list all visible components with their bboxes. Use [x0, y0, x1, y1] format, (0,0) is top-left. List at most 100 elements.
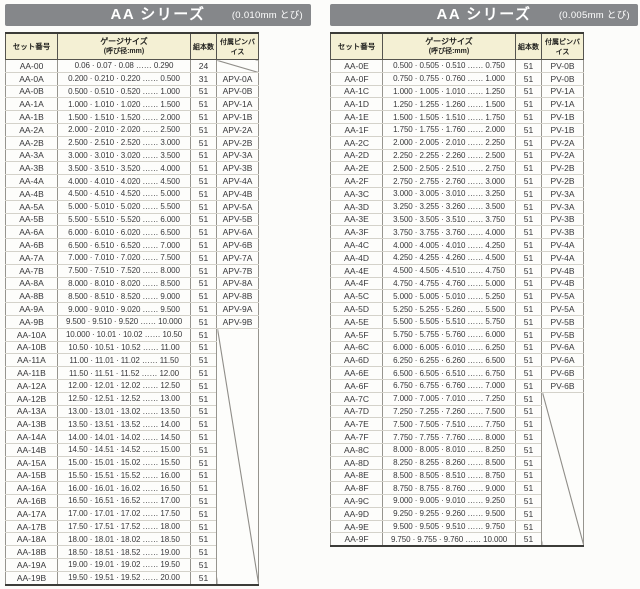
table-row: AA-7E 7.500 · 7.505 · 7.510 …… 7.750 51 — [330, 417, 584, 432]
series-title: AA シリーズ — [110, 6, 206, 23]
table-row: AA-6A 6.000 · 6.010 · 6.020 …… 6.500 51 APV… — [5, 225, 259, 240]
piece-count-cell: 51 — [515, 353, 542, 368]
gauge-size-cell: 16.50 · 16.51 · 16.52 …… 17.00 — [57, 494, 191, 508]
set-number-cell: AA-18A — [5, 532, 58, 547]
set-number-cell: AA-15A — [5, 456, 58, 470]
table-row: AA-6B 6.500 · 6.510 · 6.520 …… 7.000 51 APV… — [5, 238, 259, 252]
gauge-size-cell: 1.500 · 1.510 · 1.520 …… 2.000 — [57, 110, 191, 124]
pin-vise-cell: PV-2B — [541, 174, 584, 188]
gauge-size-cell: 12.00 · 12.01 · 12.02 …… 12.50 — [57, 379, 191, 393]
pin-vise-cell: PV-2A — [541, 136, 584, 150]
piece-count-cell: 51 — [515, 392, 542, 406]
table-row: AA-4C 4.000 · 4.005 · 4.010 …… 4.250 51 PV-… — [330, 238, 584, 252]
table-row: AA-1E 1.500 · 1.505 · 1.510 …… 1.750 51 PV-… — [330, 110, 584, 124]
pin-vise-cell: PV-3A — [541, 200, 584, 214]
pin-vise-cell: PV-2A — [541, 149, 584, 163]
table-row: AA-8F 8.750 · 8.755 · 8.760 …… 9.000 51 — [330, 481, 584, 496]
piece-count-cell: 51 — [190, 289, 217, 304]
piece-count-cell: 51 — [515, 328, 542, 342]
table-row: AA-5E 5.500 · 5.505 · 5.510 …… 5.750 51 PV-… — [330, 315, 584, 329]
gauge-size-cell: 18.00 · 18.01 · 18.02 …… 18.50 — [57, 532, 191, 547]
set-number-cell: AA-2A — [5, 123, 58, 137]
set-number-cell: AA-1B — [5, 110, 58, 124]
gauge-size-cell: 7.250 · 7.255 · 7.260 …… 7.500 — [382, 405, 516, 419]
table-header: セット番号 ゲージサイズ (呼び径:mm) 組本数 付属ピンバイス — [5, 32, 259, 60]
pin-vise-cell: PV-0B — [541, 72, 584, 86]
table-body: AA-00 0.06 · 0.07 · 0.08 …… 0.290 24 AA-0A 0… — [5, 59, 259, 586]
pin-vise-cell: PV-5B — [541, 315, 584, 329]
table-row: AA-2D 2.250 · 2.255 · 2.260 …… 2.500 51 PV-… — [330, 149, 584, 163]
table-row: AA-1F 1.750 · 1.755 · 1.760 …… 2.000 51 PV-… — [330, 123, 584, 137]
table-row: AA-8E 8.500 · 8.505 · 8.510 …… 8.750 51 — [330, 469, 584, 483]
set-number-cell: AA-8E — [330, 469, 383, 483]
set-number-cell: AA-8D — [330, 456, 383, 470]
table-row: AA-19B 19.50 · 19.51 · 19.52 …… 20.00 51 — [5, 571, 259, 586]
series-title: AA シリーズ — [436, 6, 532, 23]
table-row: AA-16B 16.50 · 16.51 · 16.52 …… 17.00 51 — [5, 494, 259, 508]
gauge-size-cell: 15.50 · 15.51 · 15.52 …… 16.00 — [57, 469, 191, 483]
gauge-size-cell: 3.750 · 3.755 · 3.760 …… 4.000 — [382, 225, 516, 240]
piece-count-cell: 51 — [515, 494, 542, 508]
set-number-cell: AA-6D — [330, 353, 383, 368]
piece-count-cell: 51 — [515, 277, 542, 291]
piece-count-cell: 51 — [515, 289, 542, 304]
piece-count-cell: 51 — [190, 161, 217, 176]
set-number-cell: AA-3D — [330, 200, 383, 214]
set-number-cell: AA-1F — [330, 123, 383, 137]
pin-vise-cell: APV-7A — [216, 251, 259, 265]
column-header-gauge-size: ゲージサイズ (呼び径:mm) — [57, 32, 191, 60]
table-row: AA-9B 9.500 · 9.510 · 9.520 …… 10.000 51 AP… — [5, 315, 259, 329]
pin-vise-empty-region — [216, 328, 259, 586]
pin-vise-cell: PV-0B — [541, 59, 584, 73]
gauge-size-cell: 3.250 · 3.255 · 3.260 …… 3.500 — [382, 200, 516, 214]
gauge-size-cell: 14.50 · 14.51 · 14.52 …… 15.00 — [57, 443, 191, 457]
piece-count-cell: 51 — [190, 136, 217, 150]
set-number-cell: AA-5B — [5, 213, 58, 227]
table-row: AA-11A 11.00 · 11.01 · 11.02 …… 11.50 51 — [5, 353, 259, 368]
set-number-cell: AA-6E — [330, 366, 383, 380]
pin-vise-cell: APV-1A — [216, 97, 259, 112]
gauge-size-cell: 9.500 · 9.505 · 9.510 …… 9.750 — [382, 520, 516, 534]
set-number-cell: AA-19B — [5, 571, 58, 586]
gauge-size-cell: 10.50 · 10.51 · 10.52 …… 11.00 — [57, 341, 191, 355]
piece-count-cell: 51 — [515, 507, 542, 521]
gauge-size-cell: 13.50 · 13.51 · 13.52 …… 14.00 — [57, 417, 191, 432]
column-header-gauge-size: ゲージサイズ (呼び径:mm) — [382, 32, 516, 60]
piece-count-cell: 51 — [190, 558, 217, 572]
pin-vise-empty-region — [541, 392, 584, 547]
gauge-size-cell: 7.000 · 7.005 · 7.010 …… 7.250 — [382, 392, 516, 406]
table-row: AA-4D 4.250 · 4.255 · 4.260 …… 4.500 51 PV-… — [330, 251, 584, 265]
set-number-cell: AA-7D — [330, 405, 383, 419]
gauge-size-cell: 8.500 · 8.510 · 8.520 …… 9.000 — [57, 289, 191, 304]
piece-count-cell: 51 — [515, 213, 542, 227]
piece-count-cell: 51 — [515, 456, 542, 470]
gauge-size-cell: 2.500 · 2.510 · 2.520 …… 3.000 — [57, 136, 191, 150]
piece-count-cell: 51 — [190, 213, 217, 227]
table-row: AA-5C 5.000 · 5.005 · 5.010 …… 5.250 51 PV-… — [330, 289, 584, 304]
gauge-size-cell: 2.500 · 2.505 · 2.510 …… 2.750 — [382, 161, 516, 176]
table-row: AA-14B 14.50 · 14.51 · 14.52 …… 15.00 51 — [5, 443, 259, 457]
table-row: AA-7F 7.750 · 7.755 · 7.760 …… 8.000 51 — [330, 430, 584, 444]
set-number-cell: AA-16B — [5, 494, 58, 508]
pin-vise-cell: PV-1A — [541, 85, 584, 99]
table-row: AA-9D 9.250 · 9.255 · 9.260 …… 9.500 51 — [330, 507, 584, 521]
gauge-size-cell: 10.000 · 10.01 · 10.02 …… 10.50 — [57, 328, 191, 342]
piece-count-cell: 51 — [515, 72, 542, 86]
table-row: AA-12B 12.50 · 12.51 · 12.52 …… 13.00 51 — [5, 392, 259, 406]
set-number-cell: AA-3E — [330, 213, 383, 227]
gauge-size-cell: 1.750 · 1.755 · 1.760 …… 2.000 — [382, 123, 516, 137]
pin-vise-cell: PV-4B — [541, 264, 584, 278]
set-number-cell: AA-5C — [330, 289, 383, 304]
table-row: AA-3C 3.000 · 3.005 · 3.010 …… 3.250 51 PV-… — [330, 187, 584, 201]
table-row: AA-11B 11.50 · 11.51 · 11.52 …… 12.00 51 — [5, 366, 259, 380]
gauge-size-cell: 0.500 · 0.505 · 0.510 …… 0.750 — [382, 59, 516, 73]
pin-vise-cell: APV-0B — [216, 85, 259, 99]
pin-vise-cell: PV-4A — [541, 251, 584, 265]
table-row: AA-9F 9.750 · 9.755 · 9.760 …… 10.000 51 — [330, 532, 584, 547]
table-row: AA-00 0.06 · 0.07 · 0.08 …… 0.290 24 — [5, 59, 259, 73]
set-number-cell: AA-4D — [330, 251, 383, 265]
gauge-size-cell: 13.00 · 13.01 · 13.02 …… 13.50 — [57, 405, 191, 419]
set-number-cell: AA-2C — [330, 136, 383, 150]
set-number-cell: AA-0E — [330, 59, 383, 73]
pin-vise-cell: PV-3B — [541, 213, 584, 227]
